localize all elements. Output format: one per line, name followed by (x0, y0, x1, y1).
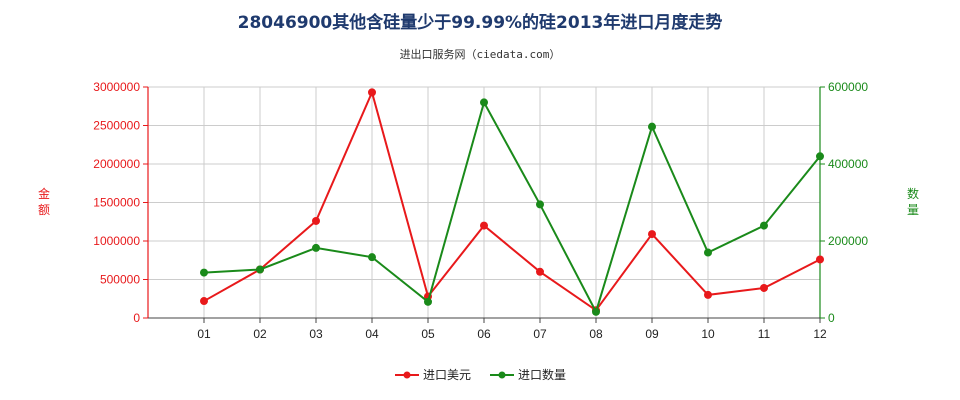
import-quantity-point (816, 152, 824, 161)
legend-import-quantity-label: 进口数量 (518, 367, 566, 382)
import-usd-point (704, 290, 712, 299)
x-tick-label: 11 (758, 327, 771, 341)
x-tick-label: 06 (477, 327, 491, 341)
left-tick-label: 500000 (100, 273, 140, 287)
import-quantity-point (256, 265, 264, 274)
import-quantity-point (200, 268, 208, 277)
left-axis-title-char: 额 (38, 203, 50, 217)
grid (147, 86, 821, 319)
x-tick-label: 04 (365, 327, 379, 341)
x-tick-label: 03 (309, 327, 323, 341)
right-tick-label: 400000 (828, 157, 868, 171)
left-tick-label: 3000000 (93, 80, 140, 94)
import-quantity-point (760, 221, 768, 230)
left-tick-label: 2000000 (93, 157, 140, 171)
import-quantity-point (312, 243, 320, 252)
chart-subtitle: 进出口服务网（ciedata.com） (399, 48, 561, 61)
legend: 进口美元 进口数量 (395, 367, 566, 382)
import-usd-point (760, 283, 768, 292)
import-quantity-point (704, 248, 712, 257)
import-quantity-point (480, 98, 488, 107)
x-tick-label: 01 (197, 327, 211, 341)
import-quantity-point (424, 297, 432, 306)
x-tick-label: 08 (589, 327, 603, 341)
import-quantity-point (536, 200, 544, 209)
x-tick-label: 09 (645, 327, 659, 341)
import-usd-point (648, 230, 656, 239)
x-tick-label: 10 (701, 327, 715, 341)
import-quantity-point (648, 122, 656, 131)
import-usd-point (312, 216, 320, 225)
left-tick-label: 2500000 (93, 119, 140, 133)
import-quantity-point (368, 253, 376, 262)
left-axis-title-char: 金 (38, 186, 50, 201)
import-usd-point (536, 267, 544, 276)
import-usd-point (368, 88, 376, 97)
series-group (200, 88, 824, 316)
left-tick-label: 1500000 (93, 196, 140, 210)
x-tick-label: 02 (253, 327, 267, 341)
legend-import-usd-label: 进口美元 (423, 368, 471, 382)
import-usd-line (203, 89, 821, 312)
left-tick-label: 0 (133, 311, 140, 325)
right-tick-label: 200000 (828, 234, 868, 248)
import-usd-point (816, 255, 824, 264)
right-axis-title-char: 数 (907, 186, 919, 201)
left-axis-title: 金额 (38, 186, 50, 217)
import-quantity-point (592, 307, 600, 316)
import-usd-point (200, 297, 208, 306)
legend-import-quantity-marker (498, 371, 506, 379)
right-axis-title-char: 量 (907, 203, 919, 217)
x-tick-label: 07 (533, 327, 547, 341)
legend-import-usd-marker (403, 371, 411, 379)
chart-title: 28046900其他含硅量少于99.99%的硅2013年进口月度走势 (237, 13, 723, 33)
import-usd-point (480, 221, 488, 230)
right-tick-label: 600000 (828, 80, 868, 94)
import-quantity-line (203, 99, 821, 315)
x-tick-label: 12 (813, 327, 827, 341)
axes: 0500000100000015000002000000250000030000… (38, 80, 919, 341)
left-tick-label: 1000000 (93, 234, 140, 248)
right-tick-label: 0 (828, 311, 835, 325)
right-axis-title: 数量 (907, 186, 919, 217)
x-tick-label: 05 (421, 327, 435, 341)
